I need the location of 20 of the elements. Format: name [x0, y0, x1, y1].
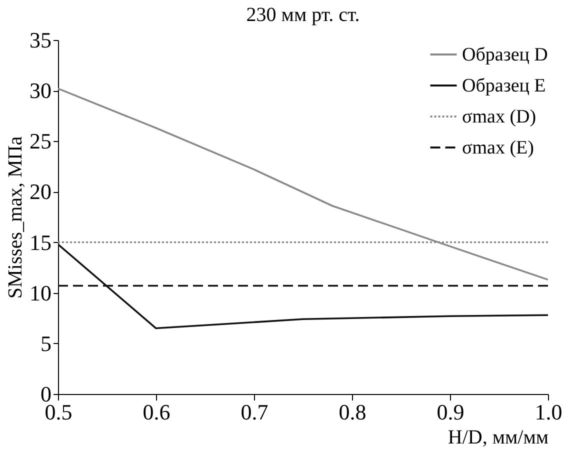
chart-title: 230 мм рт. ст.: [246, 4, 360, 26]
x-axis-title: H/D, мм/мм: [448, 426, 549, 448]
y-tick-label: 35: [30, 28, 52, 52]
y-tick-label: 10: [30, 280, 52, 306]
x-tick-label: 0.7: [240, 400, 268, 424]
legend-label: σmax (D): [462, 106, 536, 128]
y-tick-label: 25: [30, 128, 52, 154]
y-tick-label: 30: [30, 78, 52, 104]
y-tick-label: 20: [30, 179, 52, 204]
x-tick-label: 1.0: [534, 400, 562, 424]
legend-label: Образец D: [462, 44, 548, 66]
legend-label: σmax (E): [462, 138, 534, 158]
x-tick-label: 0.6: [142, 400, 170, 424]
line-series: [58, 243, 548, 330]
x-tick-label: 0.9: [436, 400, 464, 424]
y-tick-label: 5: [40, 330, 52, 356]
y-tick-label: 15: [30, 230, 52, 255]
x-tick-label: 0.8: [338, 400, 366, 424]
y-axis-title: SMisses_max, МПа: [4, 136, 26, 299]
legend-label: Образец E: [462, 76, 546, 96]
